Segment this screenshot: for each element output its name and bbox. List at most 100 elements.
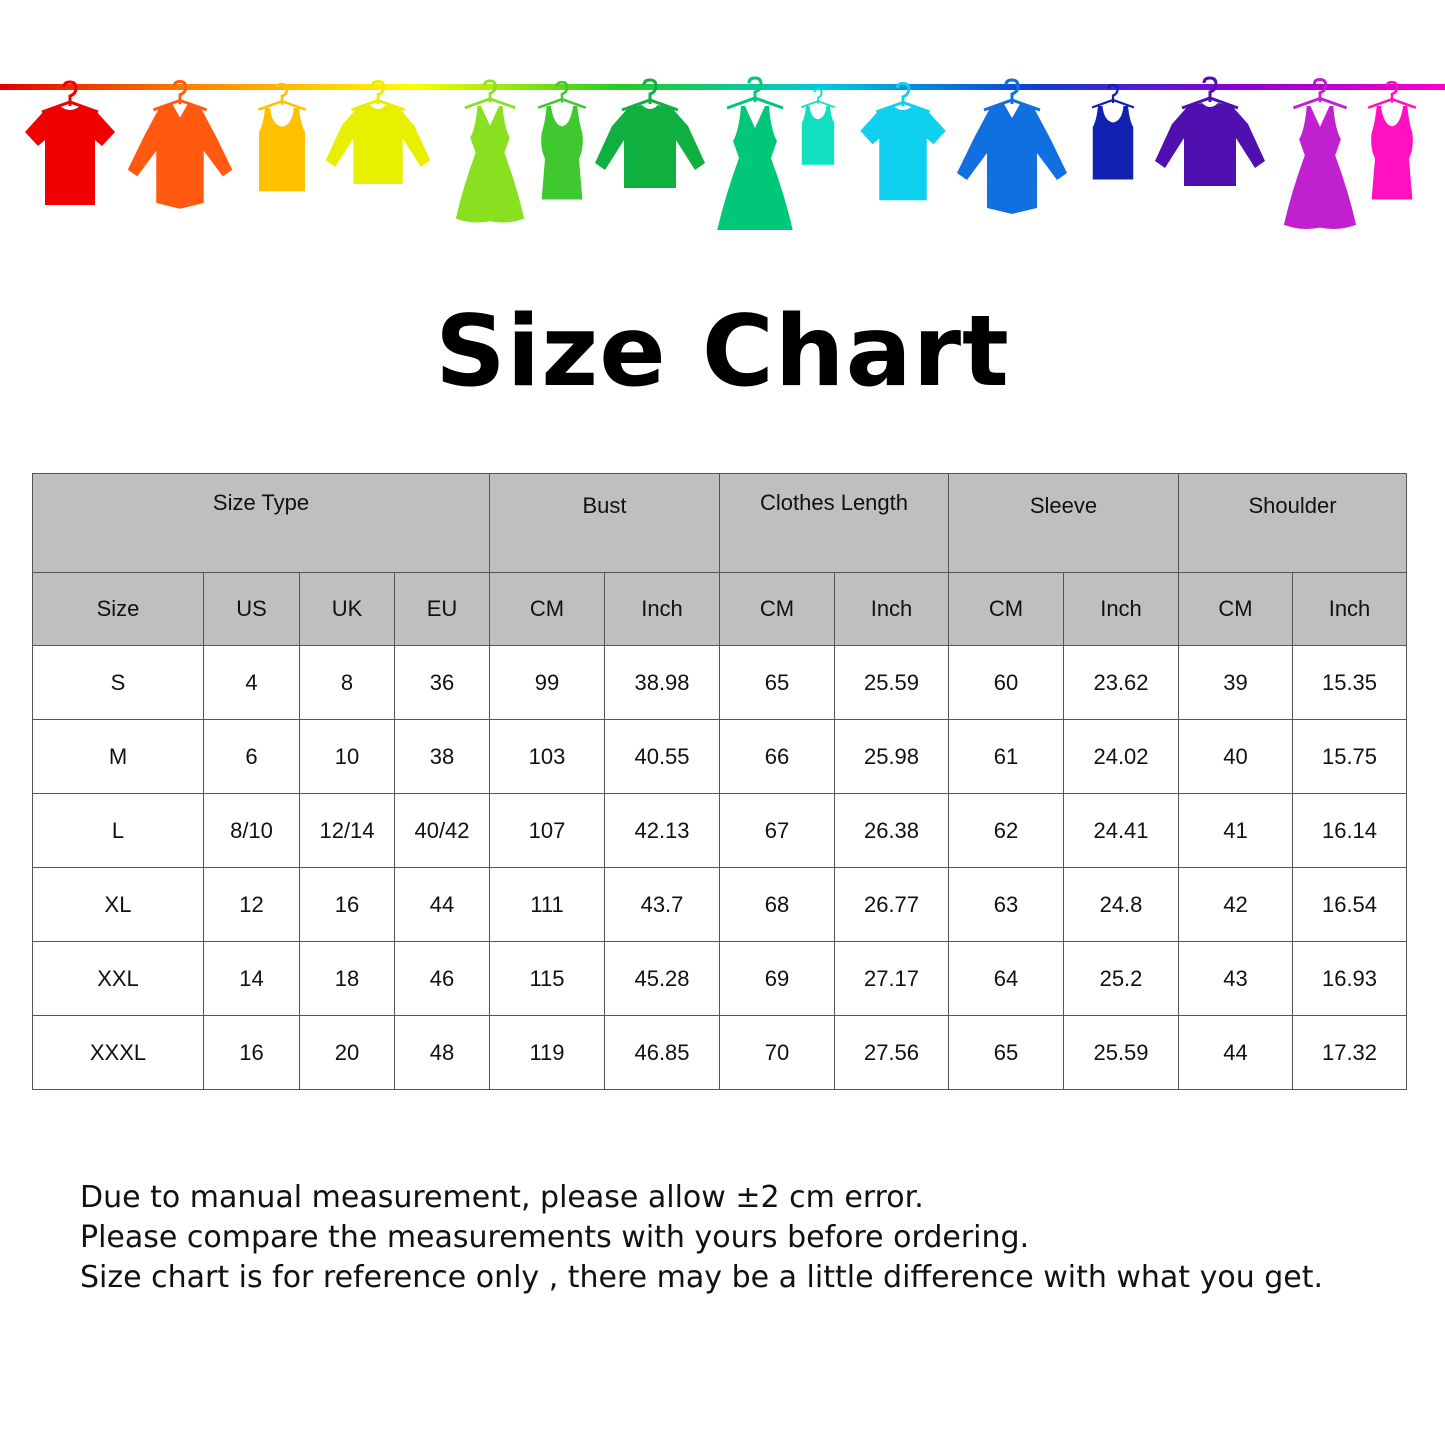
sub-header-eu: EU: [394, 572, 490, 646]
tank-top-icon: [800, 88, 836, 165]
table-cell: 43.7: [604, 867, 720, 942]
table-cell: 16.93: [1292, 941, 1407, 1016]
sweater-icon: [595, 78, 705, 188]
table-cell: 8/10: [203, 793, 300, 868]
table-row: L 8/10 12/14 40/42 107 42.13 67 26.38 62 24.41 41 1…: [32, 793, 1407, 868]
tank-top-icon: [1091, 83, 1135, 180]
header-bust: Bust: [489, 473, 720, 573]
hanger-icon: [1091, 83, 1135, 109]
table-cell: XXXL: [32, 1015, 204, 1090]
clothes-rack-banner: [0, 76, 1445, 230]
shirt-icon: [957, 78, 1067, 214]
sub-header-inch: Inch: [1292, 572, 1407, 646]
sub-header-inch: Inch: [834, 572, 949, 646]
table-row: XXXL 16 20 48 119 46.85 70 27.56 65 25.59 44 17.32: [32, 1015, 1407, 1090]
clothes-rail: [0, 84, 1445, 90]
table-cell: 26.77: [834, 867, 949, 942]
table-cell: 16: [203, 1015, 300, 1090]
table-cell: 42: [1178, 867, 1293, 942]
table-cell: XXL: [32, 941, 204, 1016]
tank-top-shape: [259, 108, 305, 192]
tank-dress-icon: [1367, 80, 1417, 200]
table-cell: 62: [948, 793, 1064, 868]
hanger-icon: [350, 79, 406, 112]
table-cell: 66: [719, 719, 835, 794]
table-cell: 12: [203, 867, 300, 942]
table-cell: 27.56: [834, 1015, 949, 1090]
sub-header-inch: Inch: [1063, 572, 1179, 646]
table-cell: 25.59: [1063, 1015, 1179, 1090]
dress-icon: [1283, 77, 1357, 229]
table-cell: 111: [489, 867, 605, 942]
table-cell: 10: [299, 719, 395, 794]
hanger-icon: [1292, 77, 1348, 110]
header-sleeve: Sleeve: [948, 473, 1179, 573]
table-row: M 6 10 38 103 40.55 66 25.98 61 24.02 40 15.75: [32, 719, 1407, 794]
table-cell: 65: [719, 645, 835, 720]
table-cell: 44: [394, 867, 490, 942]
hanger-icon: [800, 88, 836, 109]
table-cell: 43: [1178, 941, 1293, 1016]
table-cell: 63: [948, 867, 1064, 942]
table-cell: 42.13: [604, 793, 720, 868]
table-row: XL 12 16 44 111 43.7 68 26.77 63 24.8 42 16.54: [32, 867, 1407, 942]
table-cell: 24.02: [1063, 719, 1179, 794]
table-cell: 15.35: [1292, 645, 1407, 720]
table-cell: 68: [719, 867, 835, 942]
shirt-shape: [957, 104, 1067, 214]
table-cell: 99: [489, 645, 605, 720]
table-cell: 45.28: [604, 941, 720, 1016]
table-cell: 67: [719, 793, 835, 868]
tank-dress-icon: [537, 80, 587, 200]
sweater-icon: [1155, 76, 1265, 186]
note-line: Due to manual measurement, please allow …: [80, 1180, 924, 1215]
table-cell: 16: [299, 867, 395, 942]
table-cell: 48: [394, 1015, 490, 1090]
size-chart-table: Size Type Bust Clothes Length Sleeve Sho…: [32, 473, 1407, 1090]
dress-shape: [717, 106, 793, 230]
table-cell: 24.8: [1063, 867, 1179, 942]
table-cell: 8: [299, 645, 395, 720]
sub-header-cm: CM: [1178, 572, 1293, 646]
table-cell: 20: [299, 1015, 395, 1090]
table-cell: 46.85: [604, 1015, 720, 1090]
table-cell: 25.59: [834, 645, 949, 720]
sub-header-us: US: [203, 572, 300, 646]
table-cell: 64: [948, 941, 1064, 1016]
header-size-type: Size Type: [32, 473, 490, 573]
table-cell: 70: [719, 1015, 835, 1090]
sub-header-cm: CM: [489, 572, 605, 646]
t-shirt-icon: [860, 81, 946, 201]
table-cell: 38.98: [604, 645, 720, 720]
table-row: XXL 14 18 46 115 45.28 69 27.17 64 25.2 43 16.93: [32, 941, 1407, 1016]
hanger-icon: [152, 79, 208, 112]
hanger-icon: [1181, 76, 1239, 110]
table-cell: 46: [394, 941, 490, 1016]
table-cell: 24.41: [1063, 793, 1179, 868]
hanger-icon: [257, 82, 307, 111]
table-cell: S: [32, 645, 204, 720]
note-line: Size chart is for reference only , there…: [80, 1260, 1324, 1295]
sub-header-row: Size US UK EU CM Inch CM Inch CM Inch CM Inch: [32, 572, 1407, 646]
sweater-shape: [1155, 103, 1265, 186]
table-cell: 15.75: [1292, 719, 1407, 794]
table-cell: XL: [32, 867, 204, 942]
table-cell: 36: [394, 645, 490, 720]
table-cell: 38: [394, 719, 490, 794]
table-cell: M: [32, 719, 204, 794]
t-shirt-shape: [860, 106, 946, 201]
table-cell: 25.98: [834, 719, 949, 794]
hanger-icon: [464, 79, 516, 110]
table-cell: 40.55: [604, 719, 720, 794]
dress-shape: [1283, 106, 1357, 229]
table-cell: 4: [203, 645, 300, 720]
sub-header-cm: CM: [719, 572, 835, 646]
table-cell: 103: [489, 719, 605, 794]
table-row: S 4 8 36 99 38.98 65 25.59 60 23.62 39 15.35: [32, 645, 1407, 720]
table-cell: 60: [948, 645, 1064, 720]
table-cell: 16.14: [1292, 793, 1407, 868]
sweater-shape: [325, 105, 431, 184]
group-header-row: Size Type Bust Clothes Length Sleeve Sho…: [32, 473, 1407, 573]
hanger-icon: [983, 78, 1041, 112]
dress-icon: [455, 79, 525, 223]
